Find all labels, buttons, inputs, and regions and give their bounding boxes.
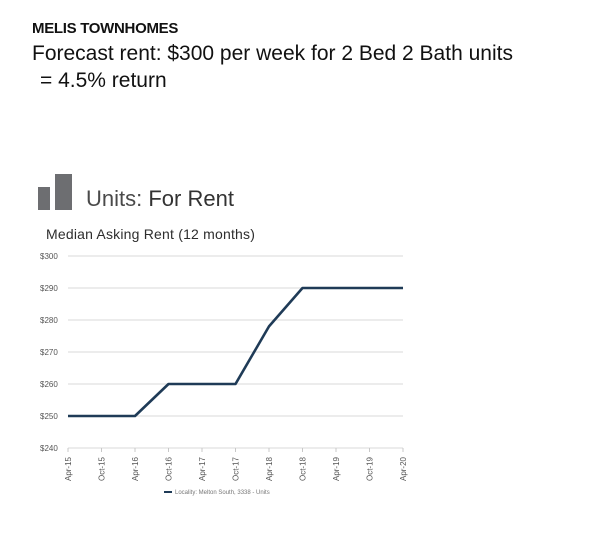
page-heading: MELIS TOWNHOMES [32,20,179,37]
x-tick-label: Apr-19 [332,456,341,481]
x-tick-label: Apr-20 [399,456,408,481]
y-tick-label: $280 [40,316,58,325]
y-tick-label: $260 [40,380,58,389]
x-tick-label: Oct-16 [165,456,174,481]
y-tick-label: $290 [40,284,58,293]
chart-subtitle: Median Asking Rent (12 months) [46,226,256,242]
building-logo-icon [38,174,72,210]
x-tick-label: Apr-17 [198,456,207,481]
y-tick-label: $270 [40,348,58,357]
y-tick-label: $240 [40,444,58,453]
forecast-text: Forecast rent: $300 per week for 2 Bed 2… [32,42,513,65]
x-tick-label: Oct-18 [299,456,308,481]
x-tick-label: Apr-18 [265,456,274,481]
x-tick-label: Apr-15 [64,456,73,481]
x-tick-label: Oct-19 [366,456,375,481]
x-tick-label: Apr-16 [131,456,140,481]
chart-title: Units: For Rent [86,186,234,211]
y-tick-label: $250 [40,412,58,421]
legend-label: Locality: Melton South, 3338 - Units [175,490,270,496]
x-tick-label: Oct-17 [232,456,241,481]
y-tick-label: $300 [40,252,58,261]
x-tick-label: Oct-15 [98,456,107,481]
return-text: = 4.5% return [40,69,167,92]
